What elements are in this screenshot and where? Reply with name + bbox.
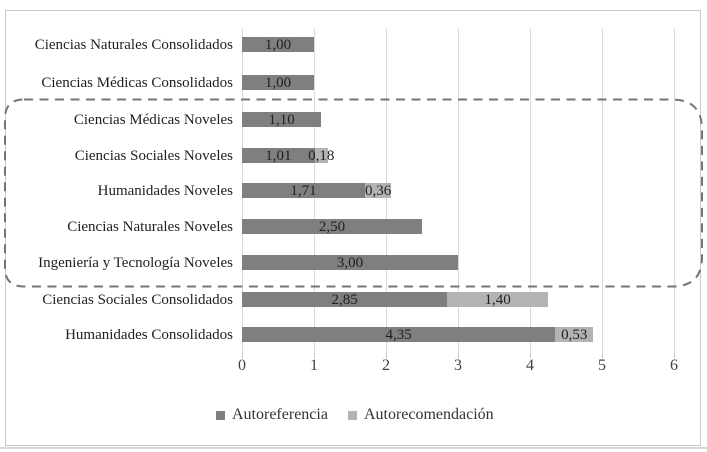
legend-item-autoreferencia: Autoreferencia — [216, 406, 328, 424]
axis-tick-label: 0 — [238, 357, 246, 374]
category-label: Humanidades Consolidados — [65, 327, 233, 343]
bar-segment — [242, 292, 448, 307]
category-label: Ciencias Sociales Noveles — [74, 148, 233, 164]
legend: Autoreferencia Autorecomendación — [216, 406, 494, 424]
category-label: Ciencias Naturales Noveles — [67, 219, 233, 235]
value-label: 0,18 — [308, 148, 335, 164]
bar-segment — [447, 292, 548, 307]
value-label: 1,40 — [484, 292, 511, 308]
bar-segment — [242, 37, 314, 52]
axis-tick — [314, 353, 315, 358]
value-label: 2,50 — [318, 219, 346, 235]
value-label: 3,00 — [336, 255, 364, 271]
axis-tick-label: 6 — [670, 357, 678, 374]
category-label: Humanidades Noveles — [97, 183, 233, 199]
category-label: Ciencias Médicas Noveles — [73, 112, 233, 128]
gridline — [602, 28, 603, 353]
axis-tick-label: 1 — [310, 357, 318, 374]
axis-tick-label: 4 — [526, 357, 534, 374]
category-label: Ciencias Médicas Consolidados — [41, 75, 233, 91]
axis-tick — [530, 353, 531, 358]
value-label: 1,71 — [290, 183, 317, 199]
value-label: 1,01 — [265, 148, 292, 164]
bar-segment — [555, 327, 594, 342]
category-label: Ingeniería y Tecnología Noveles — [38, 255, 233, 271]
value-label: 0,36 — [364, 183, 392, 199]
axis-tick-label: 3 — [454, 357, 462, 374]
bar-segment — [242, 75, 314, 90]
axis-tick — [602, 353, 603, 358]
page-bottom-edge — [0, 447, 707, 449]
value-label: 0,53 — [561, 327, 588, 343]
value-label: 4,35 — [385, 327, 412, 343]
gridline — [674, 28, 675, 353]
axis-tick — [458, 353, 459, 358]
value-label: 1,00 — [264, 37, 292, 53]
legend-item-autorecomendacion: Autorecomendación — [347, 406, 494, 424]
legend-swatch-autoreferencia — [216, 410, 225, 420]
axis-tick — [242, 353, 243, 358]
axis-tick-label: 5 — [598, 357, 606, 374]
legend-label-autoreferencia: Autoreferencia — [232, 406, 328, 423]
legend-swatch-autorecomendacion — [347, 410, 357, 420]
value-label: 1,00 — [264, 75, 292, 91]
value-label: 2,85 — [331, 292, 358, 308]
axis-tick-label: 2 — [382, 357, 390, 374]
bar-segment — [242, 327, 556, 342]
category-label: Ciencias Sociales Consolidados — [42, 292, 233, 308]
category-label: Ciencias Naturales Consolidados — [34, 37, 233, 53]
axis-tick — [386, 353, 387, 358]
axis-tick — [674, 353, 675, 358]
value-label: 1,10 — [268, 112, 295, 128]
legend-label-autorecomendacion: Autorecomendación — [363, 406, 494, 423]
